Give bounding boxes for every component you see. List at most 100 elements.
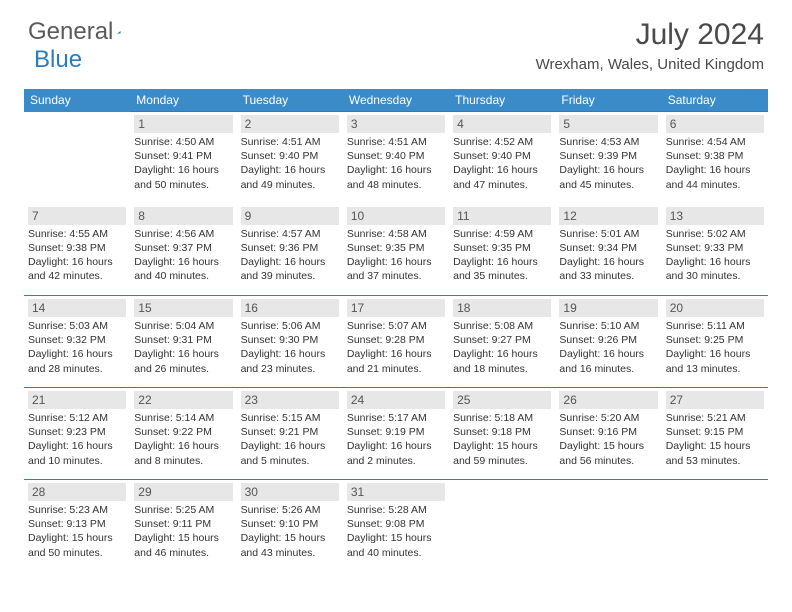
title-block: July 2024 Wrexham, Wales, United Kingdom <box>536 18 764 73</box>
calendar-table: SundayMondayTuesdayWednesdayThursdayFrid… <box>24 89 768 572</box>
sunset-line: Sunset: 9:40 PM <box>453 149 551 163</box>
calendar-cell <box>449 480 555 572</box>
daylight-line: Daylight: 16 hours and 2 minutes. <box>347 439 445 467</box>
location: Wrexham, Wales, United Kingdom <box>536 56 764 73</box>
sunset-line: Sunset: 9:35 PM <box>453 241 551 255</box>
sunrise-line: Sunrise: 4:52 AM <box>453 135 551 149</box>
day-number: 7 <box>28 207 126 225</box>
daylight-line: Daylight: 16 hours and 35 minutes. <box>453 255 551 283</box>
sunset-line: Sunset: 9:26 PM <box>559 333 657 347</box>
day-number: 20 <box>666 299 764 317</box>
calendar-row: 14Sunrise: 5:03 AMSunset: 9:32 PMDayligh… <box>24 296 768 388</box>
sunrise-line: Sunrise: 4:56 AM <box>134 227 232 241</box>
sunset-line: Sunset: 9:13 PM <box>28 517 126 531</box>
calendar-cell: 31Sunrise: 5:28 AMSunset: 9:08 PMDayligh… <box>343 480 449 572</box>
day-number: 22 <box>134 391 232 409</box>
daylight-line: Daylight: 16 hours and 44 minutes. <box>666 163 764 191</box>
sunrise-line: Sunrise: 5:28 AM <box>347 503 445 517</box>
day-number: 25 <box>453 391 551 409</box>
logo-word-general: General <box>28 18 113 46</box>
sunset-line: Sunset: 9:32 PM <box>28 333 126 347</box>
sunset-line: Sunset: 9:31 PM <box>134 333 232 347</box>
daylight-line: Daylight: 16 hours and 16 minutes. <box>559 347 657 375</box>
sunset-line: Sunset: 9:23 PM <box>28 425 126 439</box>
calendar-cell: 26Sunrise: 5:20 AMSunset: 9:16 PMDayligh… <box>555 388 661 480</box>
daylight-line: Daylight: 16 hours and 30 minutes. <box>666 255 764 283</box>
sunset-line: Sunset: 9:11 PM <box>134 517 232 531</box>
calendar-row: 1Sunrise: 4:50 AMSunset: 9:41 PMDaylight… <box>24 112 768 204</box>
day-number: 14 <box>28 299 126 317</box>
day-number: 27 <box>666 391 764 409</box>
day-number: 19 <box>559 299 657 317</box>
calendar-cell: 28Sunrise: 5:23 AMSunset: 9:13 PMDayligh… <box>24 480 130 572</box>
daylight-line: Daylight: 16 hours and 50 minutes. <box>134 163 232 191</box>
calendar-cell: 16Sunrise: 5:06 AMSunset: 9:30 PMDayligh… <box>237 296 343 388</box>
calendar-row: 28Sunrise: 5:23 AMSunset: 9:13 PMDayligh… <box>24 480 768 572</box>
sunrise-line: Sunrise: 5:03 AM <box>28 319 126 333</box>
calendar-head: SundayMondayTuesdayWednesdayThursdayFrid… <box>24 89 768 112</box>
calendar-cell: 25Sunrise: 5:18 AMSunset: 9:18 PMDayligh… <box>449 388 555 480</box>
sunset-line: Sunset: 9:33 PM <box>666 241 764 255</box>
month-title: July 2024 <box>536 18 764 52</box>
sunrise-line: Sunrise: 5:26 AM <box>241 503 339 517</box>
day-number: 12 <box>559 207 657 225</box>
daylight-line: Daylight: 16 hours and 26 minutes. <box>134 347 232 375</box>
day-header: Sunday <box>24 89 130 112</box>
calendar-cell: 17Sunrise: 5:07 AMSunset: 9:28 PMDayligh… <box>343 296 449 388</box>
daylight-line: Daylight: 16 hours and 8 minutes. <box>134 439 232 467</box>
day-number: 9 <box>241 207 339 225</box>
calendar-cell: 8Sunrise: 4:56 AMSunset: 9:37 PMDaylight… <box>130 204 236 296</box>
daylight-line: Daylight: 15 hours and 50 minutes. <box>28 531 126 559</box>
daylight-line: Daylight: 16 hours and 5 minutes. <box>241 439 339 467</box>
sunset-line: Sunset: 9:08 PM <box>347 517 445 531</box>
sunrise-line: Sunrise: 5:25 AM <box>134 503 232 517</box>
day-number: 4 <box>453 115 551 133</box>
sunset-line: Sunset: 9:19 PM <box>347 425 445 439</box>
calendar-row: 21Sunrise: 5:12 AMSunset: 9:23 PMDayligh… <box>24 388 768 480</box>
daylight-line: Daylight: 16 hours and 48 minutes. <box>347 163 445 191</box>
sunrise-line: Sunrise: 4:59 AM <box>453 227 551 241</box>
calendar-cell <box>555 480 661 572</box>
header: General July 2024 Wrexham, Wales, United… <box>0 0 792 79</box>
calendar-cell: 10Sunrise: 4:58 AMSunset: 9:35 PMDayligh… <box>343 204 449 296</box>
day-number: 26 <box>559 391 657 409</box>
calendar-cell: 3Sunrise: 4:51 AMSunset: 9:40 PMDaylight… <box>343 112 449 204</box>
daylight-line: Daylight: 16 hours and 13 minutes. <box>666 347 764 375</box>
daylight-line: Daylight: 15 hours and 43 minutes. <box>241 531 339 559</box>
daylight-line: Daylight: 16 hours and 49 minutes. <box>241 163 339 191</box>
sunset-line: Sunset: 9:40 PM <box>241 149 339 163</box>
daylight-line: Daylight: 16 hours and 45 minutes. <box>559 163 657 191</box>
calendar-cell: 20Sunrise: 5:11 AMSunset: 9:25 PMDayligh… <box>662 296 768 388</box>
calendar-cell: 7Sunrise: 4:55 AMSunset: 9:38 PMDaylight… <box>24 204 130 296</box>
day-number: 15 <box>134 299 232 317</box>
sunset-line: Sunset: 9:10 PM <box>241 517 339 531</box>
daylight-line: Daylight: 16 hours and 28 minutes. <box>28 347 126 375</box>
daylight-line: Daylight: 15 hours and 53 minutes. <box>666 439 764 467</box>
day-number: 3 <box>347 115 445 133</box>
calendar-cell: 2Sunrise: 4:51 AMSunset: 9:40 PMDaylight… <box>237 112 343 204</box>
sunset-line: Sunset: 9:15 PM <box>666 425 764 439</box>
calendar-cell: 4Sunrise: 4:52 AMSunset: 9:40 PMDaylight… <box>449 112 555 204</box>
sunrise-line: Sunrise: 4:58 AM <box>347 227 445 241</box>
sunset-line: Sunset: 9:35 PM <box>347 241 445 255</box>
day-number: 8 <box>134 207 232 225</box>
sunset-line: Sunset: 9:38 PM <box>666 149 764 163</box>
sunset-line: Sunset: 9:21 PM <box>241 425 339 439</box>
sunset-line: Sunset: 9:41 PM <box>134 149 232 163</box>
sunset-line: Sunset: 9:18 PM <box>453 425 551 439</box>
daylight-line: Daylight: 16 hours and 23 minutes. <box>241 347 339 375</box>
daylight-line: Daylight: 16 hours and 40 minutes. <box>134 255 232 283</box>
day-number: 18 <box>453 299 551 317</box>
sunrise-line: Sunrise: 5:02 AM <box>666 227 764 241</box>
sunrise-line: Sunrise: 5:06 AM <box>241 319 339 333</box>
daylight-line: Daylight: 16 hours and 18 minutes. <box>453 347 551 375</box>
sunrise-line: Sunrise: 5:21 AM <box>666 411 764 425</box>
sunrise-line: Sunrise: 4:51 AM <box>241 135 339 149</box>
calendar-cell: 21Sunrise: 5:12 AMSunset: 9:23 PMDayligh… <box>24 388 130 480</box>
sunset-line: Sunset: 9:30 PM <box>241 333 339 347</box>
logo: General <box>28 18 141 46</box>
logo-word-blue: Blue <box>34 46 82 73</box>
sunrise-line: Sunrise: 5:10 AM <box>559 319 657 333</box>
calendar-cell: 24Sunrise: 5:17 AMSunset: 9:19 PMDayligh… <box>343 388 449 480</box>
daylight-line: Daylight: 16 hours and 21 minutes. <box>347 347 445 375</box>
